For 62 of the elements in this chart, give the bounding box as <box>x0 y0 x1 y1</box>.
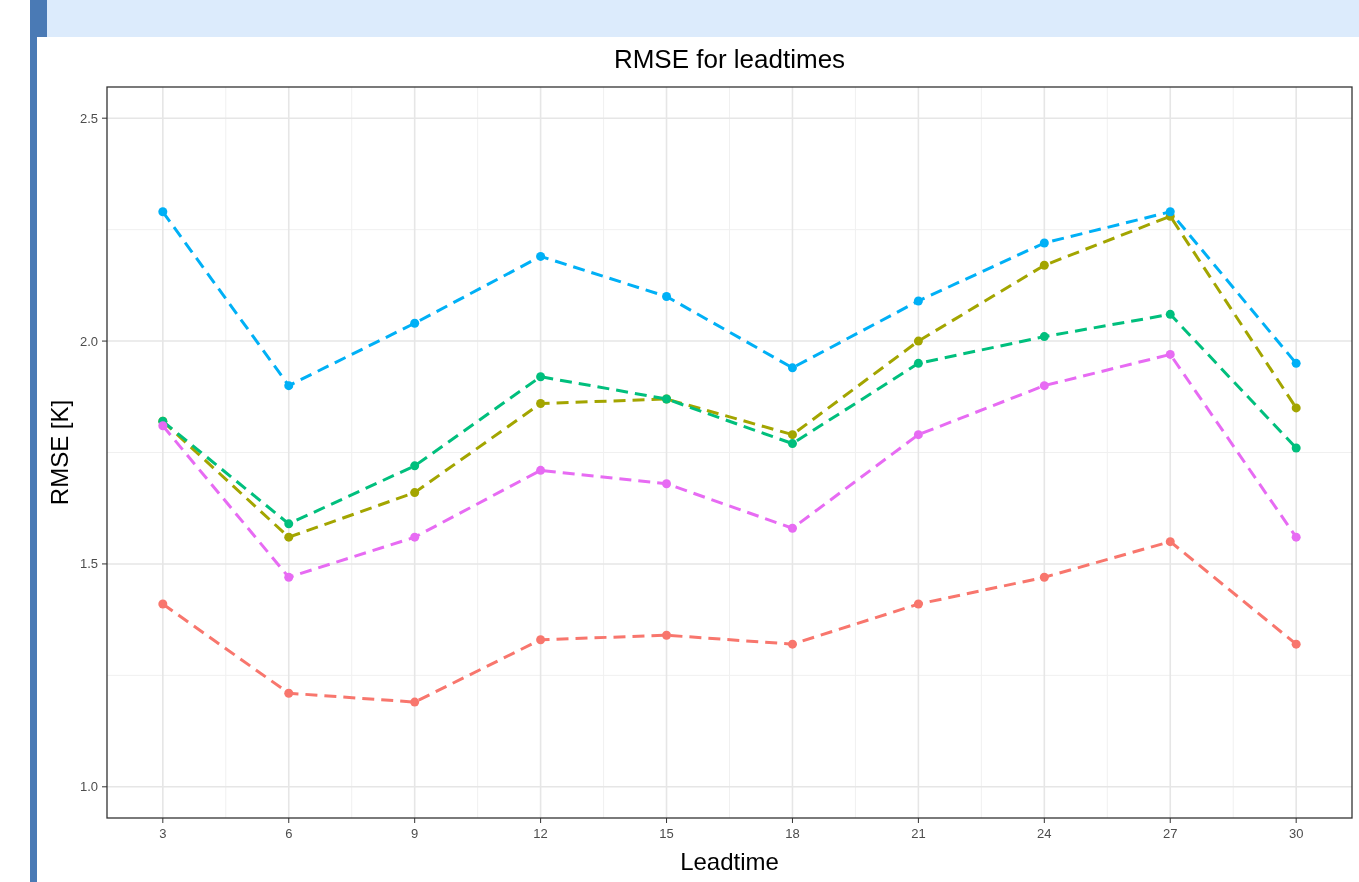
point <box>158 207 168 217</box>
x-tick-label: 24 <box>1037 826 1052 841</box>
y-tick-label: 1.0 <box>79 779 98 795</box>
point <box>787 430 797 440</box>
point <box>1291 639 1301 649</box>
point <box>410 461 420 471</box>
point <box>1039 572 1049 582</box>
point <box>787 523 797 533</box>
point <box>284 688 294 698</box>
point <box>536 372 546 382</box>
point <box>1039 260 1049 270</box>
point <box>536 398 546 408</box>
y-tick-label: 2.0 <box>79 333 98 349</box>
x-tick-label: 6 <box>285 826 293 841</box>
point <box>536 465 546 475</box>
point <box>158 421 168 431</box>
point <box>1165 207 1175 217</box>
point <box>1291 358 1301 368</box>
point <box>1165 349 1175 359</box>
point <box>662 479 672 489</box>
point <box>536 635 546 645</box>
point <box>1291 532 1301 542</box>
point <box>787 363 797 373</box>
point <box>284 572 294 582</box>
point <box>913 430 923 440</box>
x-tick-label: 27 <box>1163 826 1178 841</box>
point <box>1291 403 1301 413</box>
y-tick-label: 2.5 <box>79 110 98 126</box>
point <box>787 639 797 649</box>
x-tick-label: 12 <box>533 826 548 841</box>
point <box>158 599 168 609</box>
chart-title: RMSE for leadtimes <box>613 44 846 74</box>
y-tick-label: 1.5 <box>79 556 98 572</box>
point <box>410 532 420 542</box>
point <box>1039 238 1049 248</box>
point <box>662 630 672 640</box>
point <box>284 532 294 542</box>
x-tick-label: 15 <box>659 826 674 841</box>
point <box>787 439 797 449</box>
point <box>913 358 923 368</box>
point <box>1039 332 1049 342</box>
x-tick-label: 21 <box>911 826 926 841</box>
point <box>410 488 420 498</box>
point <box>913 336 923 346</box>
point <box>536 251 546 261</box>
point <box>1165 537 1175 547</box>
x-tick-label: 9 <box>411 826 419 841</box>
point <box>913 599 923 609</box>
x-tick-label: 18 <box>785 826 800 841</box>
point <box>913 296 923 306</box>
x-axis-title: Leadtime <box>680 848 779 875</box>
x-tick-label: 30 <box>1288 826 1304 841</box>
point <box>662 291 672 301</box>
point <box>1165 309 1175 319</box>
point <box>410 697 420 707</box>
point <box>284 519 294 529</box>
point <box>284 381 294 391</box>
point <box>1291 443 1301 453</box>
x-tick-label: 3 <box>159 826 167 841</box>
point <box>1039 381 1049 391</box>
point <box>410 318 420 328</box>
y-axis-title: RMSE [K] <box>46 399 73 506</box>
